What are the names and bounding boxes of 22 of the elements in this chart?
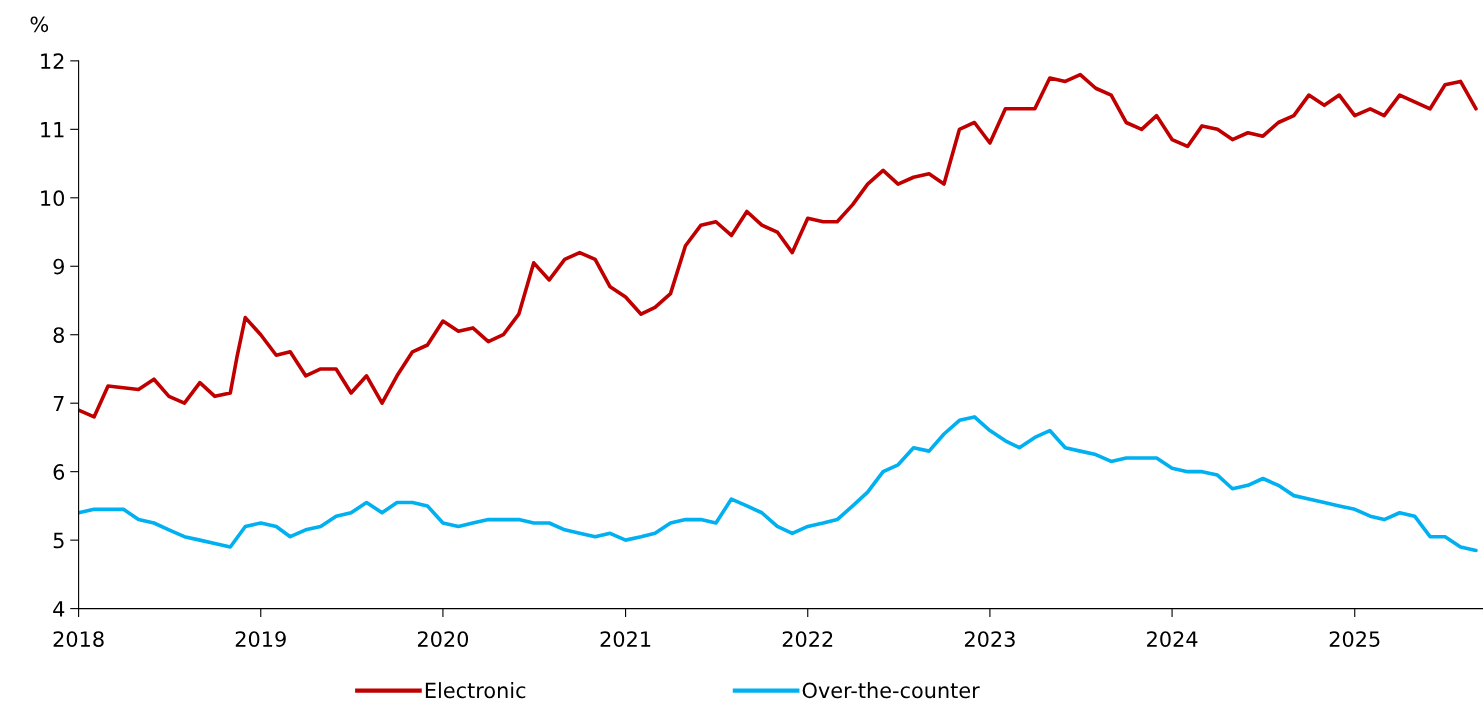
x-tick-label: 2021 [600,631,651,647]
y-tick-label: 12 [41,53,64,69]
x-tick-label: 2018 [53,631,104,647]
line-series [78,415,1478,553]
x-tick-label: 2022 [782,631,833,647]
x-tick-label: 2019 [235,631,286,647]
y-axis-title: % [30,16,49,33]
y-tick-label: 11 [41,122,64,138]
y-tick-label: 9 [53,258,64,275]
line-series [78,72,1478,419]
x-tick-label: 2024 [1147,631,1198,647]
y-tick-label: 8 [53,327,64,343]
y-tick-label: 4 [53,601,65,617]
legend-label: Over-the-counter [802,682,980,699]
x-tick-label: 2025 [1329,631,1380,647]
legend-label: Electronic [425,682,526,699]
y-tick-label: 5 [53,532,64,549]
y-tick-label: 7 [53,395,64,412]
y-tick-label: 6 [53,464,65,480]
x-tick-label: 2023 [964,631,1015,647]
x-tick-label: 2020 [417,631,469,647]
y-tick-label: 10 [41,190,65,207]
